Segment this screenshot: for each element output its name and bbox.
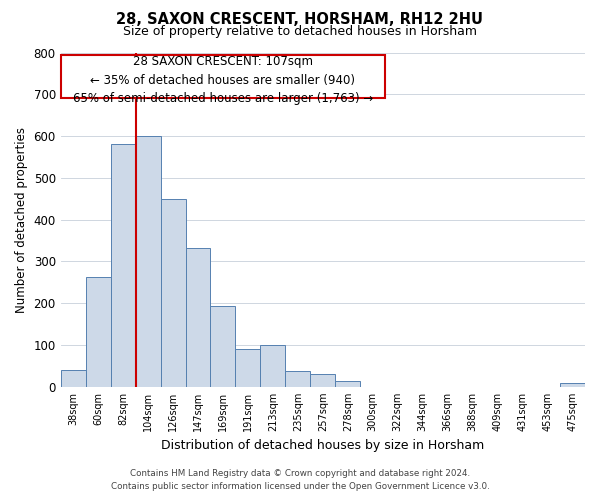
Y-axis label: Number of detached properties: Number of detached properties bbox=[15, 126, 28, 312]
Bar bbox=[211, 306, 235, 387]
Bar bbox=[335, 380, 360, 387]
Bar bbox=[161, 199, 185, 387]
Bar bbox=[310, 374, 335, 387]
Text: Contains HM Land Registry data © Crown copyright and database right 2024.
Contai: Contains HM Land Registry data © Crown c… bbox=[110, 470, 490, 491]
Bar bbox=[61, 370, 86, 387]
Bar bbox=[110, 144, 136, 387]
Text: Size of property relative to detached houses in Horsham: Size of property relative to detached ho… bbox=[123, 24, 477, 38]
Text: 28 SAXON CRESCENT: 107sqm
← 35% of detached houses are smaller (940)
65% of semi: 28 SAXON CRESCENT: 107sqm ← 35% of detac… bbox=[73, 56, 373, 106]
Text: 28, SAXON CRESCENT, HORSHAM, RH12 2HU: 28, SAXON CRESCENT, HORSHAM, RH12 2HU bbox=[116, 12, 484, 28]
Bar bbox=[260, 345, 286, 387]
Bar bbox=[235, 349, 260, 387]
FancyBboxPatch shape bbox=[61, 54, 385, 98]
Bar bbox=[136, 136, 161, 387]
Bar bbox=[286, 371, 310, 387]
Bar bbox=[86, 278, 110, 387]
Bar bbox=[560, 384, 585, 387]
Bar bbox=[185, 248, 211, 387]
X-axis label: Distribution of detached houses by size in Horsham: Distribution of detached houses by size … bbox=[161, 440, 484, 452]
